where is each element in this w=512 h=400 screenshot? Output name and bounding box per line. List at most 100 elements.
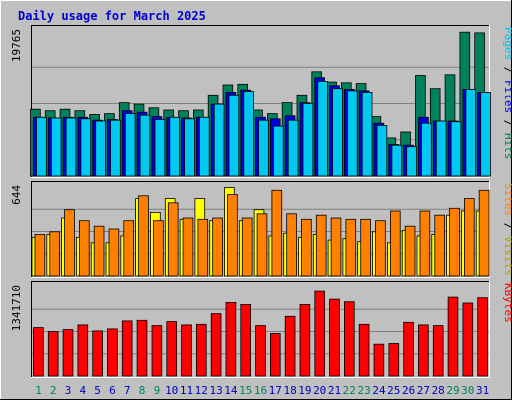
bar-kbytes-day-10 [166, 321, 178, 377]
day-label-28: 28 [432, 384, 445, 397]
day-label-3: 3 [65, 384, 72, 397]
legend-bottom: KBytes [502, 283, 512, 323]
ymax-label: 1341710 [10, 285, 23, 331]
legend-entry: Hits [502, 133, 512, 160]
bar-kbytes-day-9 [151, 325, 163, 377]
day-label-7: 7 [124, 384, 131, 397]
bar-sites-day-13 [212, 217, 223, 277]
bar-sites-day-9 [153, 220, 164, 277]
day-label-11: 11 [180, 384, 193, 397]
day-label-22: 22 [343, 384, 356, 397]
day-label-1: 1 [35, 384, 42, 397]
bar-pages-day-14 [228, 94, 240, 177]
day-label-30: 30 [461, 384, 474, 397]
chart-title: Daily usage for March 2025 [18, 9, 206, 23]
bar-pages-day-31 [480, 92, 491, 177]
bar-pages-day-1 [36, 116, 47, 177]
bar-kbytes-day-26 [403, 321, 414, 377]
bar-kbytes-day-31 [477, 297, 488, 377]
bar-pages-day-8 [139, 114, 151, 177]
bar-kbytes-day-18 [284, 315, 296, 377]
legend-entry: Pages [502, 27, 512, 60]
day-label-16: 16 [254, 384, 267, 397]
bar-kbytes-day-16 [255, 325, 266, 377]
day-label-31: 31 [476, 384, 489, 397]
bar-pages-day-15 [243, 91, 255, 177]
day-label-14: 14 [224, 384, 238, 397]
bar-sites-day-5 [93, 225, 105, 277]
panel-bottom: 1341710 KBytes [10, 281, 512, 378]
day-label-29: 29 [446, 384, 459, 397]
day-label-6: 6 [109, 384, 116, 397]
bar-kbytes-day-2 [47, 331, 59, 377]
bar-kbytes-day-3 [62, 329, 74, 377]
day-label-15: 15 [239, 384, 252, 397]
bar-pages-day-28 [435, 120, 447, 177]
bar-pages-day-2 [50, 117, 62, 177]
day-label-4: 4 [79, 384, 86, 397]
bar-kbytes-day-8 [136, 319, 148, 377]
bar-sites-day-24 [375, 220, 386, 277]
bar-pages-day-16 [258, 119, 269, 177]
bar-pages-day-26 [406, 146, 417, 177]
bar-kbytes-day-7 [121, 320, 133, 377]
bar-kbytes-day-12 [195, 323, 207, 377]
bar-sites-day-15 [241, 217, 253, 277]
bar-kbytes-day-4 [77, 324, 89, 377]
bar-sites-day-14 [227, 194, 238, 277]
bar-sites-day-17 [271, 189, 283, 277]
bar-kbytes-day-23 [358, 323, 370, 377]
legend-top: Pages / Files / Hits [502, 27, 512, 160]
bar-kbytes-day-19 [299, 303, 311, 377]
bar-kbytes-day-15 [240, 303, 252, 377]
day-label-25: 25 [387, 384, 400, 397]
day-label-20: 20 [313, 384, 326, 397]
bar-sites-day-7 [123, 220, 135, 277]
day-label-21: 21 [328, 384, 341, 397]
bar-pages-day-23 [361, 92, 373, 177]
bar-kbytes-day-28 [432, 325, 444, 377]
bar-pages-day-30 [465, 89, 477, 177]
bar-sites-day-16 [256, 213, 268, 277]
bar-sites-day-31 [478, 189, 490, 277]
day-label-26: 26 [402, 384, 415, 397]
bar-pages-day-6 [110, 119, 121, 177]
day-labels: 1 2 3 4 5 6 7 8 9 10 11 12 13 14 15 16 17 18 19 20 21 22 23 24 2… [35, 384, 489, 397]
bar-sites-day-18 [286, 213, 297, 277]
day-label-19: 19 [298, 384, 311, 397]
day-label-27: 27 [417, 384, 430, 397]
bar-kbytes-day-13 [210, 313, 222, 377]
ymax-label: 19765 [10, 29, 23, 62]
legend-entry: Files [502, 80, 512, 113]
bar-sites-day-3 [64, 209, 75, 277]
bar-sites-day-1 [34, 234, 46, 277]
bar-pages-day-29 [450, 121, 462, 177]
bar-pages-day-4 [80, 118, 92, 177]
bar-pages-day-17 [272, 125, 284, 177]
bar-sites-day-27 [419, 210, 431, 277]
bar-pages-day-20 [317, 81, 328, 177]
legend-entry: KBytes [502, 283, 512, 323]
bar-pages-day-9 [154, 119, 166, 177]
panel-middle: 644 Sites / Visits [10, 181, 512, 278]
bar-kbytes-day-30 [462, 302, 474, 377]
bar-sites-day-28 [434, 214, 445, 277]
bar-pages-day-11 [184, 118, 195, 177]
panel-top: 19765 Pages / Files / Hits [10, 25, 512, 178]
bar-sites-day-10 [167, 202, 179, 277]
bar-sites-day-20 [315, 214, 327, 277]
bar-pages-day-5 [95, 120, 106, 177]
day-label-9: 9 [154, 384, 161, 397]
legend-entry: Sites [502, 183, 512, 216]
bar-sites-day-8 [138, 195, 149, 277]
bar-pages-day-3 [65, 117, 77, 177]
day-label-23: 23 [357, 384, 370, 397]
day-label-10: 10 [165, 384, 178, 397]
bar-kbytes-day-20 [314, 290, 325, 377]
bar-pages-day-10 [169, 116, 181, 177]
bar-kbytes-day-6 [107, 328, 118, 377]
bar-kbytes-day-24 [373, 343, 385, 377]
ymax-label: 644 [10, 185, 23, 205]
day-label-8: 8 [139, 384, 146, 397]
